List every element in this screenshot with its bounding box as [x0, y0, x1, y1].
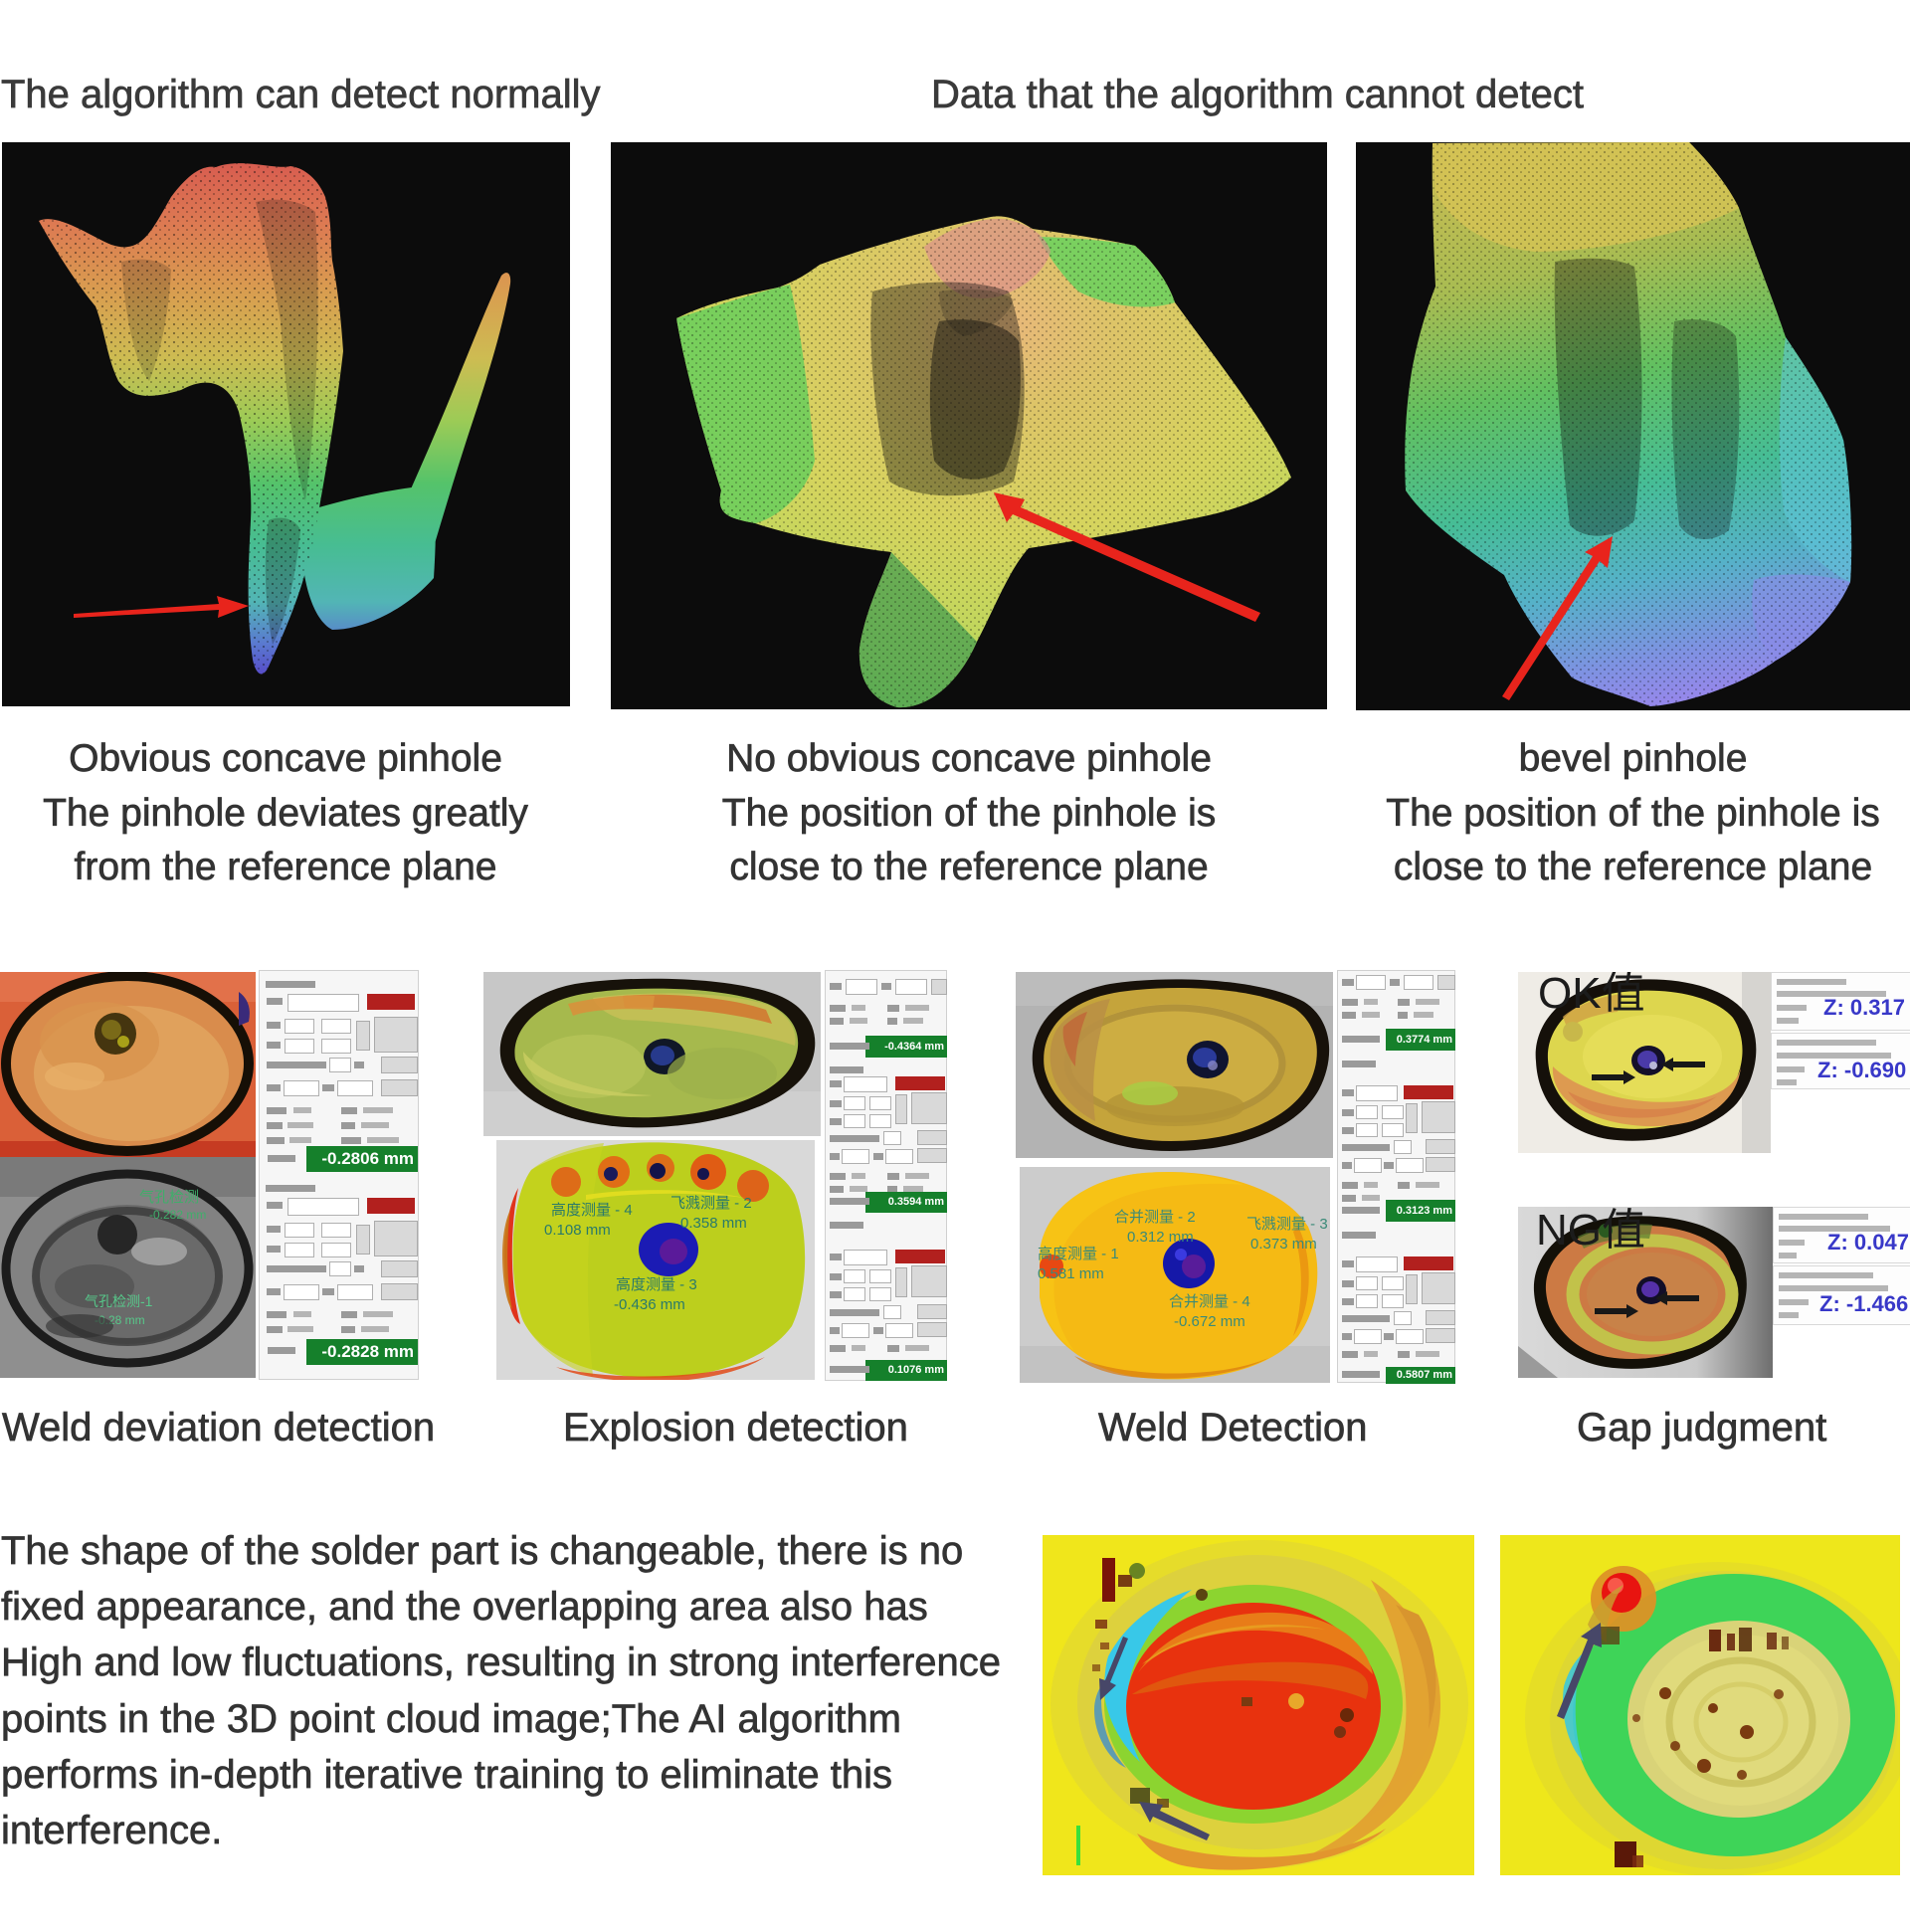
svg-text:0.312 mm: 0.312 mm: [1127, 1229, 1194, 1246]
svg-text:0.108 mm: 0.108 mm: [544, 1222, 611, 1239]
svg-text:-0.672 mm: -0.672 mm: [1174, 1313, 1245, 1330]
svg-text:-0.436 mm: -0.436 mm: [614, 1296, 685, 1313]
svg-text:0.581 mm: 0.581 mm: [1038, 1265, 1104, 1282]
svg-text:NG值: NG值: [1536, 1207, 1645, 1255]
svg-text:0.373 mm: 0.373 mm: [1250, 1236, 1317, 1253]
svg-text:高度测量 - 4: 高度测量 - 4: [551, 1202, 633, 1219]
svg-text:飞溅测量 - 3: 飞溅测量 - 3: [1246, 1216, 1328, 1233]
svg-text:飞溅测量 - 2: 飞溅测量 - 2: [670, 1195, 752, 1212]
svg-text:合并测量 - 4: 合并测量 - 4: [1169, 1293, 1250, 1310]
svg-text:-0.282 mm: -0.282 mm: [149, 1208, 206, 1222]
svg-text:气孔检测: 气孔检测: [139, 1189, 199, 1206]
svg-text:高度测量 - 1: 高度测量 - 1: [1038, 1246, 1119, 1262]
svg-text:OK值: OK值: [1538, 972, 1645, 1018]
svg-text:气孔检测-1: 气孔检测-1: [85, 1293, 153, 1309]
svg-text:0.358 mm: 0.358 mm: [680, 1215, 747, 1232]
svg-text:合并测量 - 2: 合并测量 - 2: [1114, 1209, 1196, 1226]
svg-text:高度测量 - 3: 高度测量 - 3: [616, 1276, 697, 1293]
